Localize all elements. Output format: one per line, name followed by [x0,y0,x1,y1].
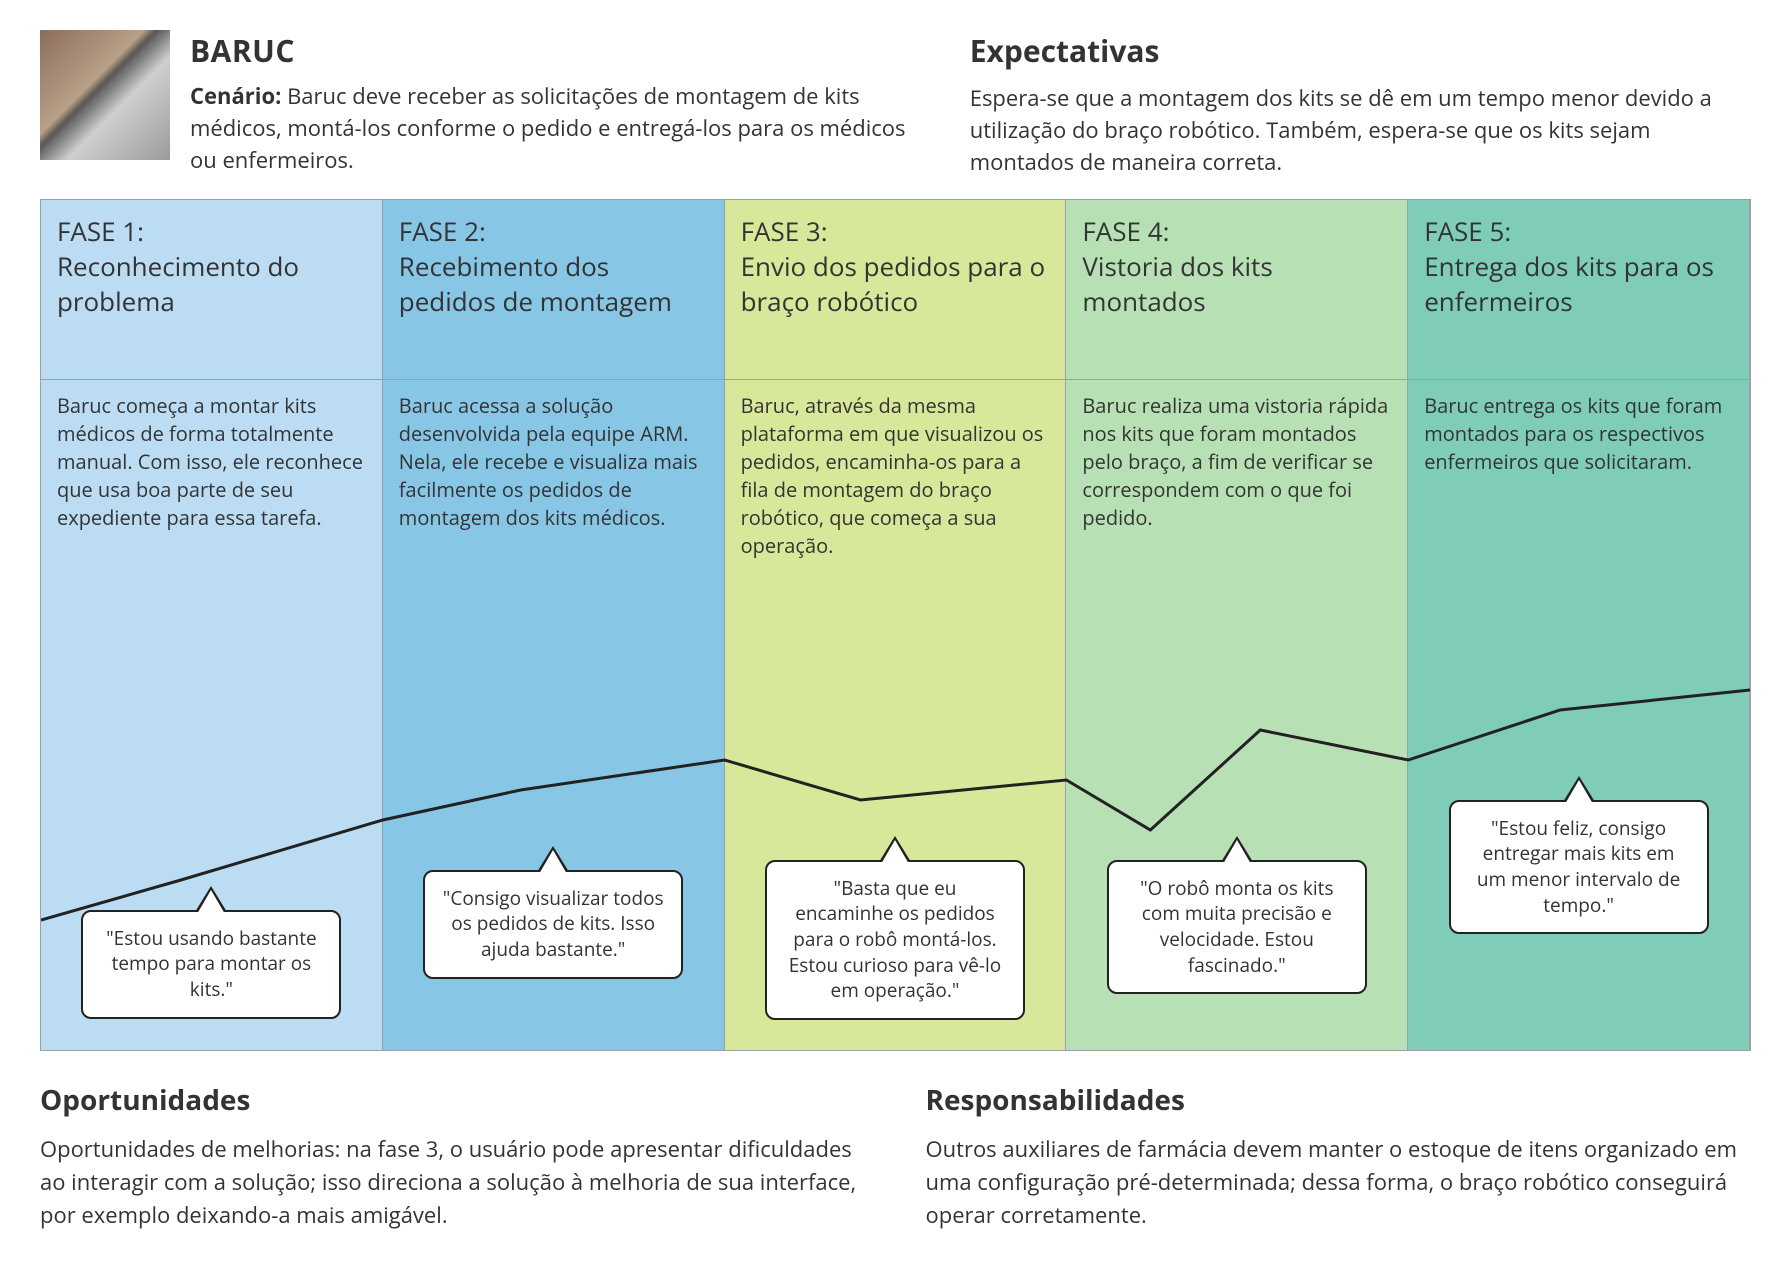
quote-bubble: "Estou usando bastante tempo para montar… [81,910,341,1019]
scenario: Cenário: Baruc deve receber as solicitaç… [190,81,930,177]
phase-3: FASE 3:Envio dos pedidos para o braço ro… [725,200,1067,1050]
scenario-label: Cenário: [190,81,281,111]
phase-description: Baruc, através da mesma plataforma em qu… [725,380,1066,610]
phase-title: Entrega dos kits para os enfermeiros [1424,249,1733,319]
expectations-body: Espera-se que a montagem dos kits se dê … [970,83,1751,179]
quote-bubble: "Consigo visualizar todos os pedidos de … [423,870,683,979]
quote-area: "Consigo visualizar todos os pedidos de … [383,610,724,1050]
quote-area: "Estou feliz, consigo entregar mais kits… [1408,610,1749,1050]
phase-5: FASE 5:Entrega dos kits para os enfermei… [1408,200,1750,1050]
phase-description: Baruc acessa a solução desenvolvida pela… [383,380,724,610]
expectations-block: Expectativas Espera-se que a montagem do… [970,30,1751,179]
persona-avatar [40,30,170,160]
quote-bubble: "Basta que eu encaminhe os pedidos para … [765,860,1025,1020]
phase-title: Envio dos pedidos para o braço robótico [741,249,1050,319]
responsibilities-body: Outros auxiliares de farmácia devem mant… [926,1133,1752,1232]
phase-header: FASE 3:Envio dos pedidos para o braço ro… [725,200,1066,380]
phase-header: FASE 4:Vistoria dos kits montados [1066,200,1407,380]
phase-label: FASE 2: [399,214,708,249]
phase-description: Baruc realiza uma vistoria rápida nos ki… [1066,380,1407,610]
phase-title: Recebimento dos pedidos de montagem [399,249,708,319]
footer: Oportunidades Oportunidades de melhorias… [40,1081,1751,1232]
header: BARUC Cenário: Baruc deve receber as sol… [40,30,1751,179]
phase-label: FASE 3: [741,214,1050,249]
opportunities-title: Oportunidades [40,1081,866,1119]
responsibilities-block: Responsabilidades Outros auxiliares de f… [926,1081,1752,1232]
opportunities-body: Oportunidades de melhorias: na fase 3, o… [40,1133,866,1232]
phase-label: FASE 1: [57,214,366,249]
phase-1: FASE 1:Reconhecimento do problemaBaruc c… [41,200,383,1050]
phase-description: Baruc começa a montar kits médicos de fo… [41,380,382,610]
phase-4: FASE 4:Vistoria dos kits montadosBaruc r… [1066,200,1408,1050]
scenario-text: Baruc deve receber as solicitações de mo… [190,81,906,175]
phase-header: FASE 2:Recebimento dos pedidos de montag… [383,200,724,380]
quote-bubble: "O robô monta os kits com muita precisão… [1107,860,1367,995]
quote-area: "O robô monta os kits com muita precisão… [1066,610,1407,1050]
phase-header: FASE 1:Reconhecimento do problema [41,200,382,380]
quote-area: "Estou usando bastante tempo para montar… [41,610,382,1050]
phase-description: Baruc entrega os kits que foram montados… [1408,380,1749,610]
journey-map: FASE 1:Reconhecimento do problemaBaruc c… [40,199,1751,1051]
persona-name: BARUC [190,30,930,71]
quote-bubble: "Estou feliz, consigo entregar mais kits… [1449,800,1709,935]
phase-header: FASE 5:Entrega dos kits para os enfermei… [1408,200,1749,380]
phase-label: FASE 5: [1424,214,1733,249]
phase-title: Reconhecimento do problema [57,249,366,319]
phase-label: FASE 4: [1082,214,1391,249]
persona-text: BARUC Cenário: Baruc deve receber as sol… [190,30,930,179]
responsibilities-title: Responsabilidades [926,1081,1752,1119]
phase-title: Vistoria dos kits montados [1082,249,1391,319]
quote-area: "Basta que eu encaminhe os pedidos para … [725,610,1066,1050]
phase-2: FASE 2:Recebimento dos pedidos de montag… [383,200,725,1050]
expectations-title: Expectativas [970,30,1751,71]
opportunities-block: Oportunidades Oportunidades de melhorias… [40,1081,866,1232]
persona-block: BARUC Cenário: Baruc deve receber as sol… [40,30,930,179]
